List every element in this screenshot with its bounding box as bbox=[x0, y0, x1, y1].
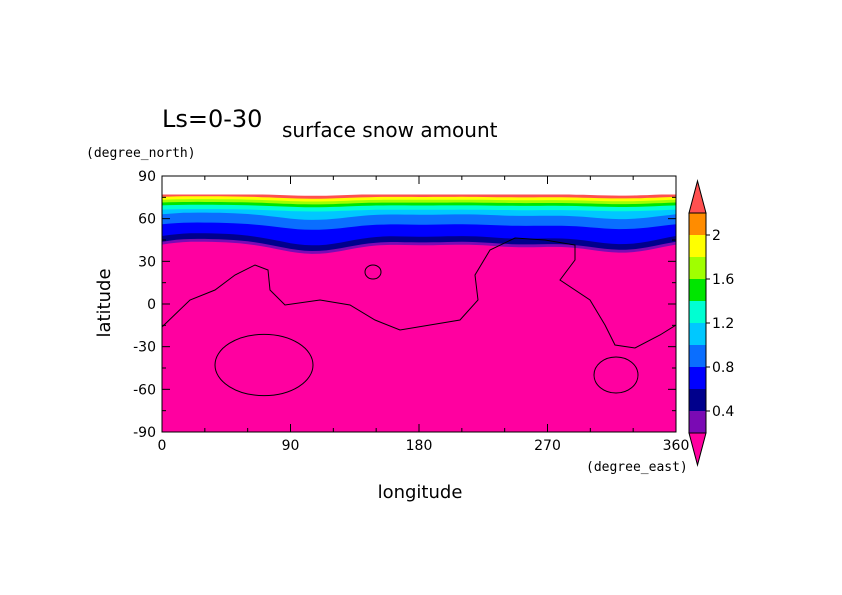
chart-title-prefix: Ls=0-30 bbox=[162, 105, 262, 133]
colorbar-cell bbox=[689, 345, 706, 367]
x-tick-label: 0 bbox=[158, 438, 167, 454]
colorbar-tick-label: 0.8 bbox=[712, 360, 734, 376]
y-tick-label: -60 bbox=[133, 382, 156, 398]
colorbar-cell bbox=[689, 389, 706, 411]
contour-line bbox=[162, 237, 676, 349]
x-ticks: 0 90 180 270 360 bbox=[158, 176, 690, 454]
x-tick-label: 180 bbox=[406, 438, 433, 454]
y-ticks: 90 60 30 0 -30 -60 -90 bbox=[133, 169, 676, 441]
colorbar-tick-label: 0.4 bbox=[712, 404, 734, 420]
colorbar-cell bbox=[689, 257, 706, 279]
colorbar-tick-label: 2 bbox=[712, 228, 721, 244]
colorbar-tick-label: 1.2 bbox=[712, 316, 734, 332]
colorbar-cell bbox=[689, 323, 706, 345]
y-tick-label: 30 bbox=[138, 254, 156, 270]
x-unit-label: (degree_east) bbox=[586, 460, 688, 475]
colorbar-cell bbox=[689, 235, 706, 257]
y-tick-label: -30 bbox=[133, 340, 156, 356]
colorbar-extend-low bbox=[688, 432, 707, 467]
colorbar-tick-label: 1.6 bbox=[712, 272, 734, 288]
y-unit-label: (degree_north) bbox=[86, 146, 196, 161]
colorbar-cell bbox=[689, 213, 706, 235]
colorbar-cell bbox=[689, 367, 706, 389]
colorbar-cell bbox=[689, 279, 706, 301]
x-tick-label: 270 bbox=[534, 438, 561, 454]
y-tick-label: -90 bbox=[133, 425, 156, 441]
colorbar-cell bbox=[689, 411, 706, 433]
y-axis-label: latitude bbox=[94, 268, 115, 337]
y-tick-label: 60 bbox=[138, 212, 156, 228]
x-axis-label: longitude bbox=[378, 482, 463, 503]
contour-band bbox=[162, 241, 676, 432]
contour-line bbox=[593, 356, 639, 394]
contour-line bbox=[214, 333, 314, 397]
plot-area bbox=[161, 175, 677, 433]
chart-title: surface snow amount bbox=[282, 118, 498, 142]
field-layers bbox=[162, 176, 676, 432]
x-tick-label: 90 bbox=[282, 438, 300, 454]
colorbar: 0.4 0.8 1.2 1.6 2 bbox=[688, 179, 734, 467]
y-tick-label: 0 bbox=[147, 297, 156, 313]
y-tick-label: 90 bbox=[138, 169, 156, 185]
contour-line bbox=[364, 264, 382, 280]
colorbar-cell bbox=[689, 301, 706, 323]
colorbar-extend-high bbox=[688, 179, 707, 214]
x-tick-label: 360 bbox=[663, 438, 690, 454]
